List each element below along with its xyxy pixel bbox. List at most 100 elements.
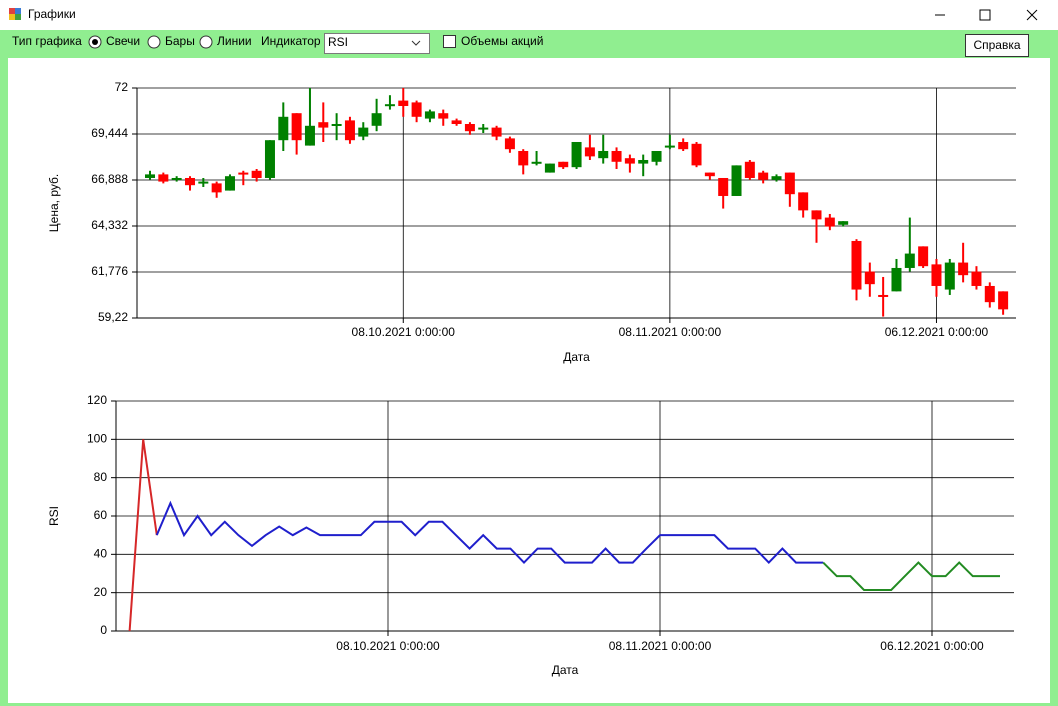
- candle-body: [198, 181, 209, 184]
- candle-body: [411, 102, 422, 117]
- candle-body: [278, 116, 289, 141]
- candle-body: [638, 159, 649, 164]
- candle-body: [224, 176, 235, 191]
- checkbox-label: Объемы акций: [461, 34, 543, 48]
- candle-body: [491, 127, 502, 137]
- select-value: RSI: [328, 35, 348, 49]
- candle-body: [918, 246, 929, 267]
- y-tick-label: 80: [94, 470, 108, 484]
- candle-body: [624, 158, 635, 164]
- candle-body: [784, 172, 795, 195]
- candle-body: [478, 127, 489, 130]
- candle-body: [424, 111, 435, 119]
- rsi-line: [822, 561, 1000, 591]
- radio-label: Свечи: [106, 34, 140, 48]
- candle-body: [531, 161, 542, 164]
- y-tick-label: 72: [115, 80, 129, 94]
- chart-panel: [8, 58, 1050, 703]
- close-button[interactable]: [1026, 9, 1038, 21]
- x-tick-label: 08.10.2021 0:00:00: [352, 325, 456, 339]
- x-tick-label: 06.12.2021 0:00:00: [885, 325, 989, 339]
- rsi-line: [128, 439, 158, 632]
- candle-body: [891, 267, 902, 292]
- x-tick-label: 08.11.2021 0:00:00: [619, 325, 722, 339]
- title-bar: [0, 0, 1058, 30]
- candle-body: [438, 113, 449, 119]
- candle-body: [211, 183, 222, 193]
- candle-body: [504, 138, 515, 150]
- candle-body: [571, 141, 582, 168]
- candle-body: [851, 240, 862, 290]
- candle-body: [864, 271, 875, 285]
- candle-body: [544, 163, 555, 173]
- radio-button[interactable]: [147, 35, 161, 49]
- candle-body: [398, 100, 409, 106]
- candle-body: [704, 172, 715, 177]
- candle-body: [304, 125, 315, 146]
- candle-body: [318, 122, 329, 128]
- window-title: Графики: [28, 7, 76, 21]
- candle-body: [158, 174, 169, 182]
- candle-body: [611, 150, 622, 162]
- y-tick-label: 69,444: [91, 126, 128, 140]
- y-tick-label: 20: [94, 585, 108, 599]
- candle-body: [464, 123, 475, 132]
- candle-body: [878, 294, 889, 297]
- candle-body: [184, 177, 195, 186]
- candle-body: [838, 221, 849, 225]
- select-box[interactable]: [324, 33, 430, 54]
- help-button-label: Справка: [973, 38, 1020, 52]
- y-tick-label: 60: [94, 508, 108, 522]
- y-tick-label: 100: [87, 432, 107, 446]
- maximize-button[interactable]: [979, 9, 991, 21]
- candle-body: [651, 150, 662, 162]
- candle-body: [758, 172, 769, 180]
- candle-body: [331, 123, 342, 126]
- candle-body: [971, 271, 982, 286]
- candle-body: [238, 172, 249, 175]
- candle-body: [518, 150, 529, 166]
- candle-body: [384, 104, 395, 107]
- radio-dot: [92, 39, 98, 45]
- candle-body: [171, 177, 182, 180]
- candle-body: [358, 127, 369, 137]
- help-button[interactable]: [965, 34, 1029, 57]
- indicator-select[interactable]: RSI: [324, 33, 430, 54]
- candle-body: [251, 170, 262, 178]
- y-tick-label: 120: [87, 393, 107, 407]
- candle-body: [824, 217, 835, 227]
- radio-label: Бары: [165, 34, 195, 48]
- candle-body: [678, 141, 689, 150]
- candle-body: [744, 161, 755, 178]
- candle-body: [691, 143, 702, 166]
- x-axis-title: Дата: [563, 350, 590, 364]
- y-axis-title: RSI: [47, 506, 61, 526]
- candle-body: [264, 140, 275, 178]
- candle-body: [944, 262, 955, 290]
- candle-body: [664, 145, 675, 148]
- x-axis-title: Дата: [552, 663, 579, 677]
- candle-body: [371, 113, 382, 126]
- chart-type-label: Тип графика: [12, 34, 82, 48]
- candle-body: [798, 192, 809, 211]
- candle-body: [771, 176, 782, 180]
- candle-body: [344, 120, 355, 141]
- candle-body: [731, 165, 742, 196]
- candle-body: [584, 147, 595, 157]
- x-tick-label: 06.12.2021 0:00:00: [880, 639, 984, 653]
- radio-button[interactable]: [199, 35, 213, 49]
- y-tick-label: 61,776: [91, 264, 128, 278]
- candle-body: [984, 285, 995, 303]
- y-tick-label: 0: [100, 623, 107, 637]
- app-icon: [9, 8, 21, 20]
- radio-label: Линии: [217, 34, 252, 48]
- y-tick-label: 59,22: [98, 310, 128, 324]
- candle-body: [931, 264, 942, 286]
- indicator-label: Индикатор: [261, 34, 321, 48]
- y-tick-label: 40: [94, 547, 108, 561]
- checkbox[interactable]: [443, 35, 456, 48]
- candle-body: [451, 120, 462, 124]
- select-arrow: [411, 40, 421, 46]
- y-tick-label: 64,332: [91, 218, 128, 232]
